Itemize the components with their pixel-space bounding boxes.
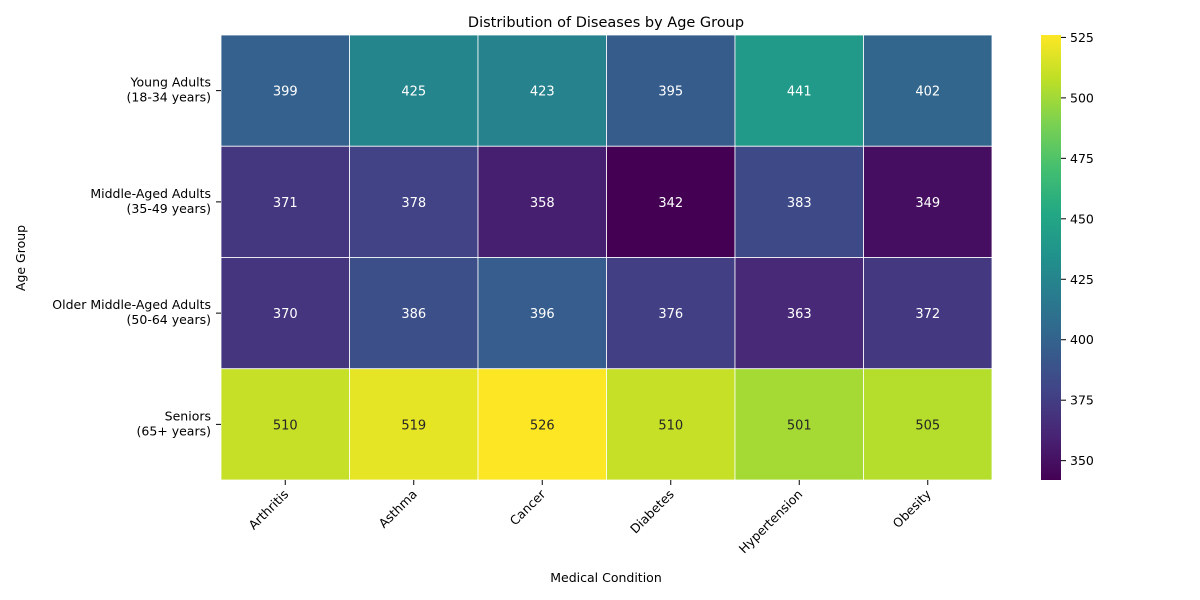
heatmap-cell (477, 34, 607, 147)
heatmap-cell (477, 368, 607, 481)
cell-value-label: 396 (530, 307, 555, 322)
heatmap-cells: 399 425 423 395 441 402 371 378 358 342 383 349 370 3… (220, 34, 993, 481)
colorbar-tick-label: 500 (1070, 90, 1094, 105)
x-tick-label: Hypertension (736, 487, 806, 557)
x-tick-label: Asthma (376, 487, 420, 531)
y-tick-label: Older Middle-Aged Adults (50-64 years) (52, 297, 211, 327)
heatmap-cell (349, 257, 479, 370)
cell-value-label: 510 (658, 418, 683, 433)
cell-value-label: 363 (787, 307, 812, 322)
cell-value-label: 349 (915, 196, 940, 211)
heatmap-cell (734, 34, 864, 147)
y-axis-ticks: Young Adults (18-34 years) Middle-Aged Adu… (52, 75, 221, 438)
cell-value-label: 370 (273, 307, 298, 322)
cell-value-label: 501 (787, 418, 812, 433)
heatmap-cell (349, 368, 479, 481)
heatmap-cell (220, 368, 350, 481)
colorbar-gradient (1041, 35, 1061, 480)
cell-value-label: 399 (273, 85, 298, 100)
y-tick-label: Seniors (65+ years) (136, 408, 211, 438)
cell-value-label: 510 (273, 418, 298, 433)
cell-value-label: 358 (530, 196, 555, 211)
heatmap-cell (220, 257, 350, 370)
heatmap-cell (863, 145, 993, 258)
heatmap-cell (606, 257, 736, 370)
heatmap-cell (606, 368, 736, 481)
heatmap-cell (863, 368, 993, 481)
y-axis-label: Age Group (13, 225, 28, 291)
y-tick-label: Middle-Aged Adults (35-49 years) (90, 186, 211, 216)
cell-value-label: 519 (401, 418, 426, 433)
cell-value-label: 425 (401, 85, 426, 100)
x-tick-label: Arthritis (245, 487, 291, 533)
heatmap-cell (863, 34, 993, 147)
heatmap-cell (734, 257, 864, 370)
cell-value-label: 441 (787, 85, 812, 100)
cell-value-label: 376 (658, 307, 683, 322)
cell-value-label: 526 (530, 418, 555, 433)
heatmap-cell (734, 368, 864, 481)
cell-value-label: 386 (401, 307, 426, 322)
colorbar: 350 375 400 425 450 475 500 525 (1041, 30, 1094, 480)
colorbar-tick-label: 525 (1070, 30, 1094, 45)
heatmap-cell (349, 34, 479, 147)
cell-value-label: 505 (915, 418, 940, 433)
colorbar-tick-label: 375 (1070, 393, 1094, 408)
cell-value-label: 423 (530, 85, 555, 100)
heatmap-cell (606, 34, 736, 147)
colorbar-tick-label: 425 (1070, 272, 1094, 287)
cell-value-label: 383 (787, 196, 812, 211)
x-tick-label: Cancer (507, 486, 549, 528)
y-tick-label: Young Adults (18-34 years) (127, 75, 211, 105)
colorbar-tick-label: 475 (1070, 151, 1094, 166)
cell-value-label: 371 (273, 196, 298, 211)
x-axis-label: Medical Condition (550, 570, 662, 585)
colorbar-tick-label: 400 (1070, 332, 1094, 347)
cell-value-label: 378 (401, 196, 426, 211)
x-tick-label: Diabetes (627, 487, 677, 537)
cell-value-label: 395 (658, 85, 683, 100)
cell-value-label: 342 (658, 196, 683, 211)
x-tick-label: Obesity (890, 486, 935, 531)
heatmap-cell (349, 145, 479, 258)
heatmap-cell (863, 257, 993, 370)
chart-title: Distribution of Diseases by Age Group (468, 15, 744, 31)
heatmap-cell (220, 34, 350, 147)
heatmap-cell (477, 257, 607, 370)
x-axis-ticks: Arthritis Asthma Cancer Diabetes Hypertensio… (245, 480, 934, 556)
colorbar-tick-label: 450 (1070, 211, 1094, 226)
heatmap-cell (606, 145, 736, 258)
heatmap-cell (220, 145, 350, 258)
cell-value-label: 372 (915, 307, 940, 322)
colorbar-tick-label: 350 (1070, 453, 1094, 468)
cell-value-label: 402 (915, 85, 940, 100)
